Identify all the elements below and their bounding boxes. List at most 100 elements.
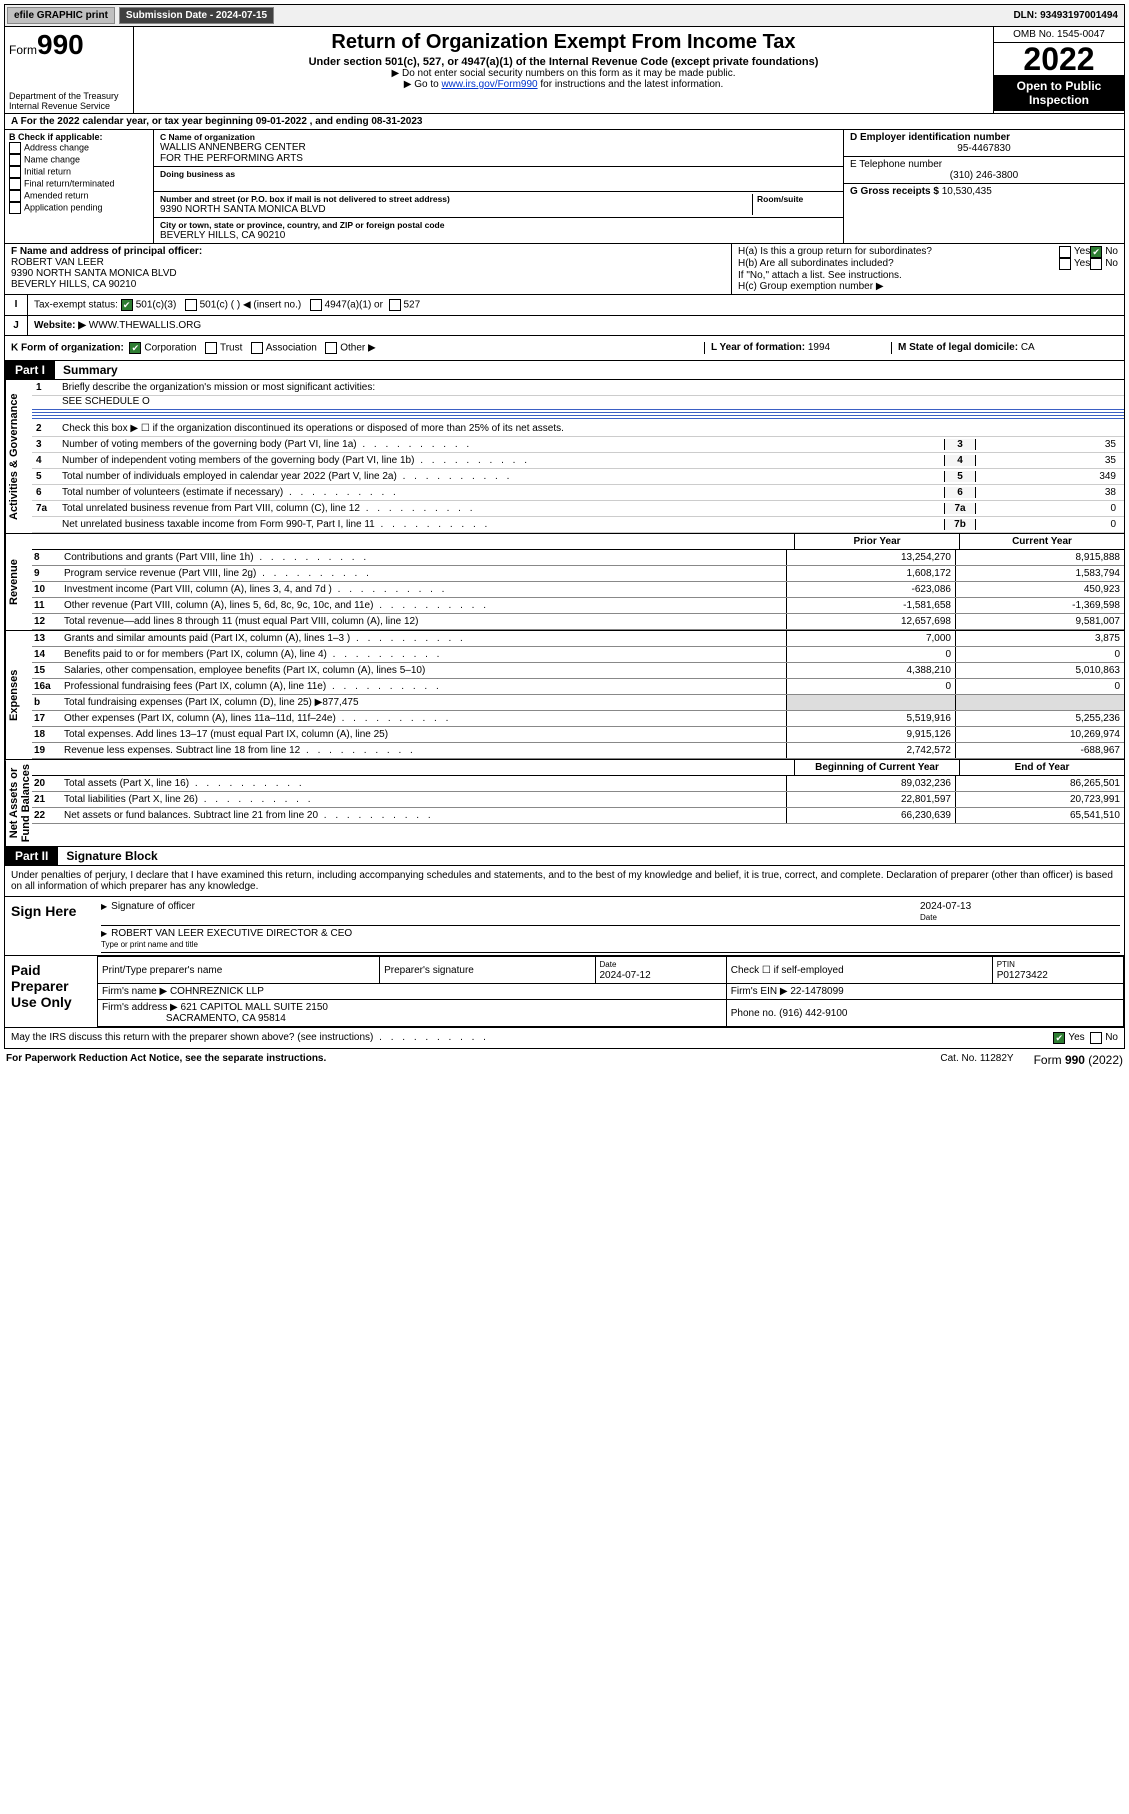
i-lbl: Tax-exempt status: [34, 300, 118, 311]
part-ii-header: Part II Signature Block [4, 847, 1125, 866]
l4: Number of independent voting members of … [62, 455, 944, 466]
footer-r-post: (2022) [1085, 1053, 1123, 1067]
row-i: Tax-exempt status: 501(c)(3) 501(c) ( ) … [28, 295, 1124, 315]
row-l: L Year of formation: 1994 [704, 342, 891, 354]
org-street: 9390 NORTH SANTA MONICA BLVD [160, 204, 752, 215]
c9: 1,583,794 [955, 566, 1124, 581]
l1-value: SEE SCHEDULE O [32, 396, 1124, 407]
sign-here-lbl: Sign Here [5, 897, 97, 955]
submission-date-btn[interactable]: Submission Date - 2024-07-15 [119, 7, 274, 24]
l1: Briefly describe the organization's miss… [62, 382, 1120, 393]
ha-no[interactable] [1090, 246, 1102, 258]
discuss-q: May the IRS discuss this return with the… [11, 1032, 1053, 1044]
b-header: B Check if applicable: [9, 132, 149, 142]
hb-no[interactable] [1090, 258, 1102, 270]
p16: 0 [786, 679, 955, 694]
org-city: BEVERLY HILLS, CA 90210 [160, 230, 837, 241]
ha-yes[interactable] [1059, 246, 1071, 258]
i-o3: 4947(a)(1) or [325, 300, 383, 311]
ein: 95-4467830 [850, 143, 1118, 154]
top-bar: efile GRAPHIC print Submission Date - 20… [4, 4, 1125, 27]
section-b: B Check if applicable: Address change Na… [5, 130, 154, 243]
col-current: Current Year [959, 534, 1124, 549]
e20: 86,265,501 [955, 776, 1124, 791]
note2-post: for instructions and the latest informat… [538, 79, 724, 90]
sig-officer-lbl: Signature of officer [101, 901, 920, 923]
chk-trust[interactable] [205, 342, 217, 354]
col-eoy: End of Year [959, 760, 1124, 775]
c-street-lbl: Number and street (or P.O. box if mail i… [160, 194, 752, 204]
v7b: 0 [976, 519, 1120, 530]
k-corp: Corporation [144, 343, 196, 354]
firm-name: COHNREZNICK LLP [170, 986, 264, 997]
form-subtitle: Under section 501(c), 527, or 4947(a)(1)… [140, 56, 987, 68]
l5: Total number of individuals employed in … [62, 471, 944, 482]
chk-association[interactable] [251, 342, 263, 354]
chk-initial-return[interactable] [9, 166, 21, 178]
l-lbl: L Year of formation: [711, 342, 808, 353]
chk-501c3[interactable] [121, 299, 133, 311]
l7b: Net unrelated business taxable income fr… [62, 519, 944, 530]
chk-other[interactable] [325, 342, 337, 354]
vlabel-netassets: Net Assets or Fund Balances [5, 760, 32, 846]
discuss-yes[interactable] [1053, 1032, 1065, 1044]
hb-no-lbl: No [1105, 258, 1118, 270]
note2-pre: ▶ Go to [404, 79, 442, 90]
b-opt-4: Amended return [24, 190, 89, 200]
chk-address-change[interactable] [9, 142, 21, 154]
l9: Program service revenue (Part VIII, line… [62, 566, 786, 581]
l15: Salaries, other compensation, employee b… [62, 663, 786, 678]
l11: Other revenue (Part VIII, column (A), li… [62, 598, 786, 613]
chk-corporation[interactable] [129, 342, 141, 354]
c19: -688,967 [955, 743, 1124, 758]
chk-application-pending[interactable] [9, 202, 21, 214]
k-lbl: K Form of organization: [11, 343, 124, 354]
l20: Total assets (Part X, line 16) [62, 776, 786, 791]
vlabel-expenses: Expenses [5, 631, 32, 759]
l17: Other expenses (Part IX, column (A), lin… [62, 711, 786, 726]
year-formation: 1994 [808, 342, 830, 353]
prep-h2: Preparer's signature [380, 957, 595, 984]
c-room-lbl: Room/suite [757, 194, 837, 204]
prep-h5: PTIN [997, 960, 1015, 969]
discuss-no-lbl: No [1105, 1032, 1118, 1044]
chk-527[interactable] [389, 299, 401, 311]
phone: (310) 246-3800 [850, 170, 1118, 181]
hb-yes[interactable] [1059, 258, 1071, 270]
c-city-lbl: City or town, state or province, country… [160, 220, 837, 230]
part-i-title: Summary [55, 363, 118, 377]
chk-4947[interactable] [310, 299, 322, 311]
discuss-no[interactable] [1090, 1032, 1102, 1044]
p8: 13,254,270 [786, 550, 955, 565]
c14: 0 [955, 647, 1124, 662]
chk-final-return[interactable] [9, 178, 21, 190]
firm-addr1: 621 CAPITOL MALL SUITE 2150 [181, 1002, 328, 1013]
section-c: C Name of organization WALLIS ANNENBERG … [154, 130, 843, 243]
form990-link[interactable]: www.irs.gov/Form990 [441, 79, 537, 90]
line-a-text: For the 2022 calendar year, or tax year … [21, 116, 423, 127]
p12: 12,657,698 [786, 614, 955, 629]
preparer-table: Print/Type preparer's name Preparer's si… [97, 956, 1124, 1027]
l7a: Total unrelated business revenue from Pa… [62, 503, 944, 514]
p19: 2,742,572 [786, 743, 955, 758]
firm-phone: (916) 442-9100 [779, 1008, 847, 1019]
chk-501c[interactable] [185, 299, 197, 311]
prep-h1: Print/Type preparer's name [98, 957, 380, 984]
footer-r-pre: Form [1034, 1053, 1065, 1067]
l16a: Professional fundraising fees (Part IX, … [62, 679, 786, 694]
sig-name: ROBERT VAN LEER EXECUTIVE DIRECTOR & CEO [111, 928, 352, 939]
h-note: If "No," attach a list. See instructions… [738, 270, 1118, 281]
firm-ein: 22-1478099 [790, 986, 843, 997]
sig-date: 2024-07-13 [920, 901, 971, 912]
ha: H(a) Is this a group return for subordin… [738, 246, 1059, 258]
efile-btn[interactable]: efile GRAPHIC print [7, 7, 115, 24]
c-dba-lbl: Doing business as [160, 169, 837, 179]
chk-amended-return[interactable] [9, 190, 21, 202]
chk-name-change[interactable] [9, 154, 21, 166]
b-opt-1: Name change [24, 154, 80, 164]
e-lbl: E Telephone number [850, 159, 1118, 170]
state-domicile: CA [1021, 342, 1035, 353]
p17: 5,519,916 [786, 711, 955, 726]
c15: 5,010,863 [955, 663, 1124, 678]
vlabel-governance: Activities & Governance [5, 380, 32, 533]
